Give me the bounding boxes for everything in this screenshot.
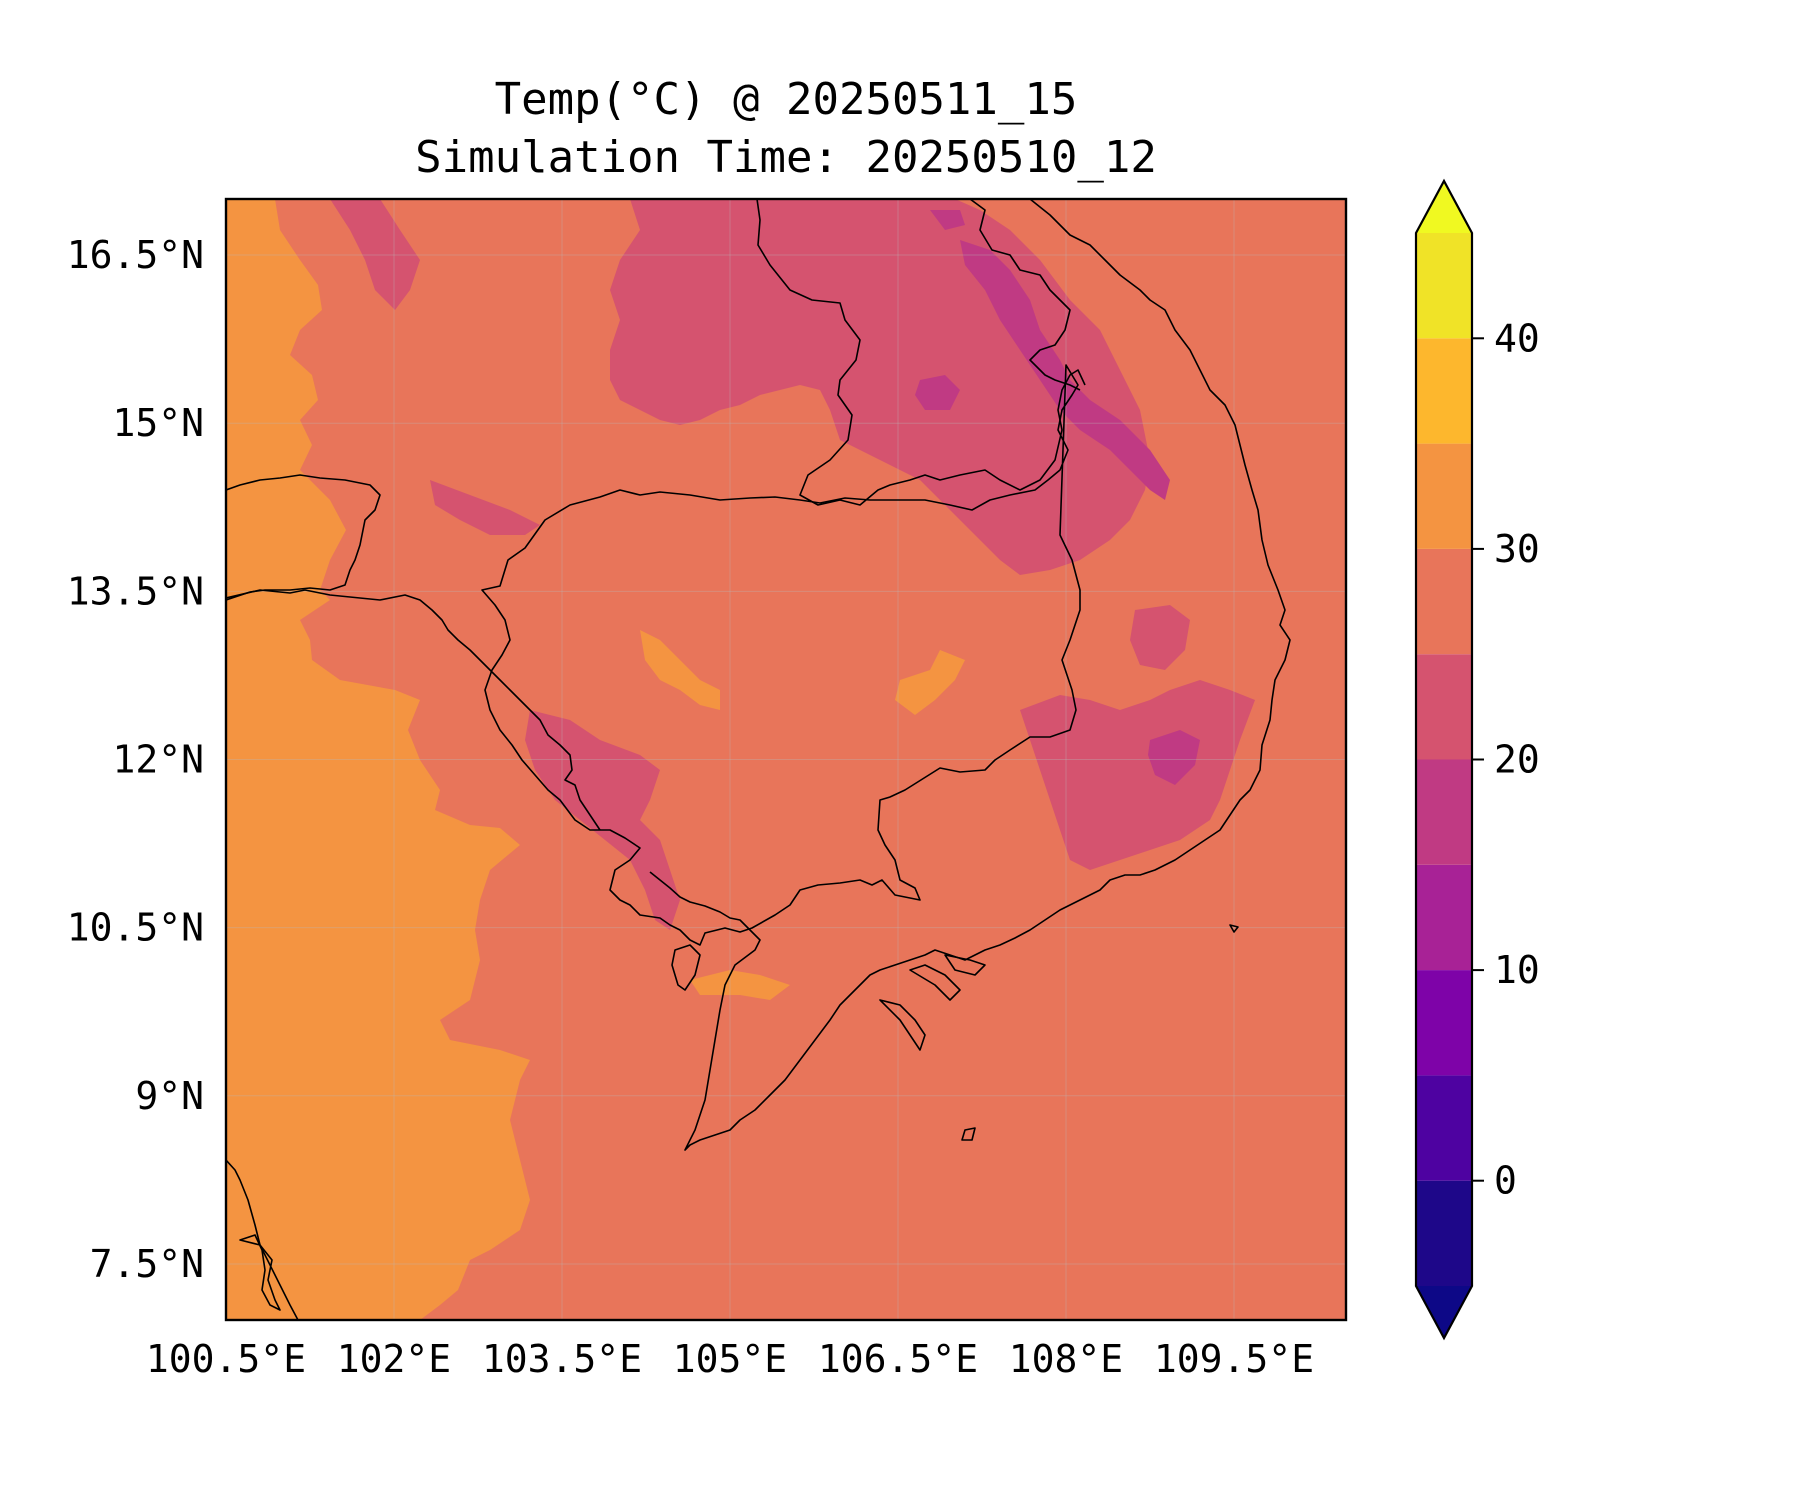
mekong-delta-2 bbox=[909, 964, 961, 1001]
contour-30-35-east bbox=[895, 650, 965, 715]
coast-gulf bbox=[226, 589, 601, 831]
island-phuquoc bbox=[671, 944, 701, 991]
mekong-delta-1 bbox=[879, 999, 926, 1051]
coastline-borders bbox=[226, 199, 1291, 1320]
colorbar-segment bbox=[1416, 233, 1472, 339]
contour-30-35-center bbox=[640, 630, 720, 710]
contour-15-20-north bbox=[960, 240, 1170, 500]
border-cambodia bbox=[481, 364, 1081, 946]
contour-20-25-ne-patch bbox=[1130, 605, 1190, 670]
lon-tick-label: 103.5°E bbox=[482, 1337, 642, 1381]
contour-15-20-south bbox=[1148, 730, 1200, 785]
latitude-axis: 16.5°N 15°N 13.5°N 12°N 10.5°N 9°N 7.5°N bbox=[67, 233, 204, 1286]
coast-thai-border bbox=[226, 474, 381, 601]
colorbar-extend-max bbox=[1416, 181, 1472, 233]
map-frame bbox=[224, 197, 1348, 1322]
colorbar-tick-label: 40 bbox=[1494, 316, 1540, 360]
map-panel bbox=[224, 197, 1348, 1322]
map-title-line1: Temp(°C) @ 20250511_15 bbox=[495, 74, 1078, 125]
colorbar-segment bbox=[1416, 864, 1472, 971]
colorbar-segment bbox=[1416, 970, 1472, 1076]
colorbar-segment bbox=[1416, 1075, 1472, 1181]
contour-20-25-cardamom bbox=[525, 710, 680, 930]
colorbar: 0 10 20 30 40 bbox=[1414, 178, 1540, 1341]
colorbar-tick-label: 30 bbox=[1494, 527, 1540, 571]
border-laos-vn bbox=[756, 199, 1086, 506]
island-kohkong bbox=[239, 1234, 281, 1311]
colorbar-segment bbox=[1416, 548, 1472, 655]
lat-tick-label: 7.5°N bbox=[90, 1242, 204, 1286]
lon-tick-label: 100.5°E bbox=[146, 1337, 306, 1381]
colorbar-segment bbox=[1416, 443, 1472, 549]
contour-30-35-west bbox=[226, 199, 530, 1320]
lon-tick-label: 109.5°E bbox=[1154, 1337, 1314, 1381]
map-title-line2: Simulation Time: 20250510_12 bbox=[415, 132, 1157, 183]
island-cu-lao bbox=[1229, 924, 1239, 933]
colorbar-segment bbox=[1416, 338, 1472, 444]
contour-15-20-patch1 bbox=[915, 375, 960, 410]
coast-vietnam bbox=[649, 199, 1291, 1151]
lat-tick-label: 16.5°N bbox=[67, 233, 204, 277]
lon-tick-label: 108°E bbox=[1009, 1337, 1123, 1381]
colorbar-segment bbox=[1416, 654, 1472, 760]
longitude-axis: 100.5°E 102°E 103.5°E 105°E 106.5°E 108°E 109.… bbox=[146, 1337, 1314, 1381]
colorbar-tick-label: 20 bbox=[1494, 738, 1540, 782]
contour-20-25-northwest bbox=[430, 480, 540, 535]
lon-tick-label: 105°E bbox=[673, 1337, 787, 1381]
contour-30-35-island bbox=[690, 970, 790, 1000]
contour-20-25-border bbox=[330, 199, 420, 310]
colorbar-segment bbox=[1416, 1180, 1472, 1286]
lat-tick-label: 15°N bbox=[112, 401, 204, 445]
colorbar-outline bbox=[1414, 178, 1474, 1341]
coast-malay bbox=[226, 1159, 299, 1320]
lat-tick-label: 9°N bbox=[135, 1074, 204, 1118]
lon-tick-label: 106.5°E bbox=[818, 1337, 978, 1381]
mekong-delta-3 bbox=[944, 954, 986, 976]
lon-tick-label: 102°E bbox=[337, 1337, 451, 1381]
lat-tick-label: 10.5°N bbox=[67, 906, 204, 950]
colorbar-tick-label: 10 bbox=[1494, 948, 1540, 992]
lat-tick-label: 13.5°N bbox=[67, 569, 204, 613]
contour-20-25-southeast bbox=[1020, 680, 1255, 870]
temperature-contours bbox=[226, 199, 1255, 1320]
island-condao bbox=[961, 1127, 976, 1141]
colorbar-tick-label: 0 bbox=[1494, 1159, 1517, 1203]
contour-15-20-patch2 bbox=[930, 210, 965, 230]
colorbar-segment bbox=[1416, 759, 1472, 865]
border-laos-vn-north bbox=[969, 199, 1081, 391]
colorbar-extend-min bbox=[1416, 1286, 1472, 1338]
lat-tick-label: 12°N bbox=[112, 738, 204, 782]
